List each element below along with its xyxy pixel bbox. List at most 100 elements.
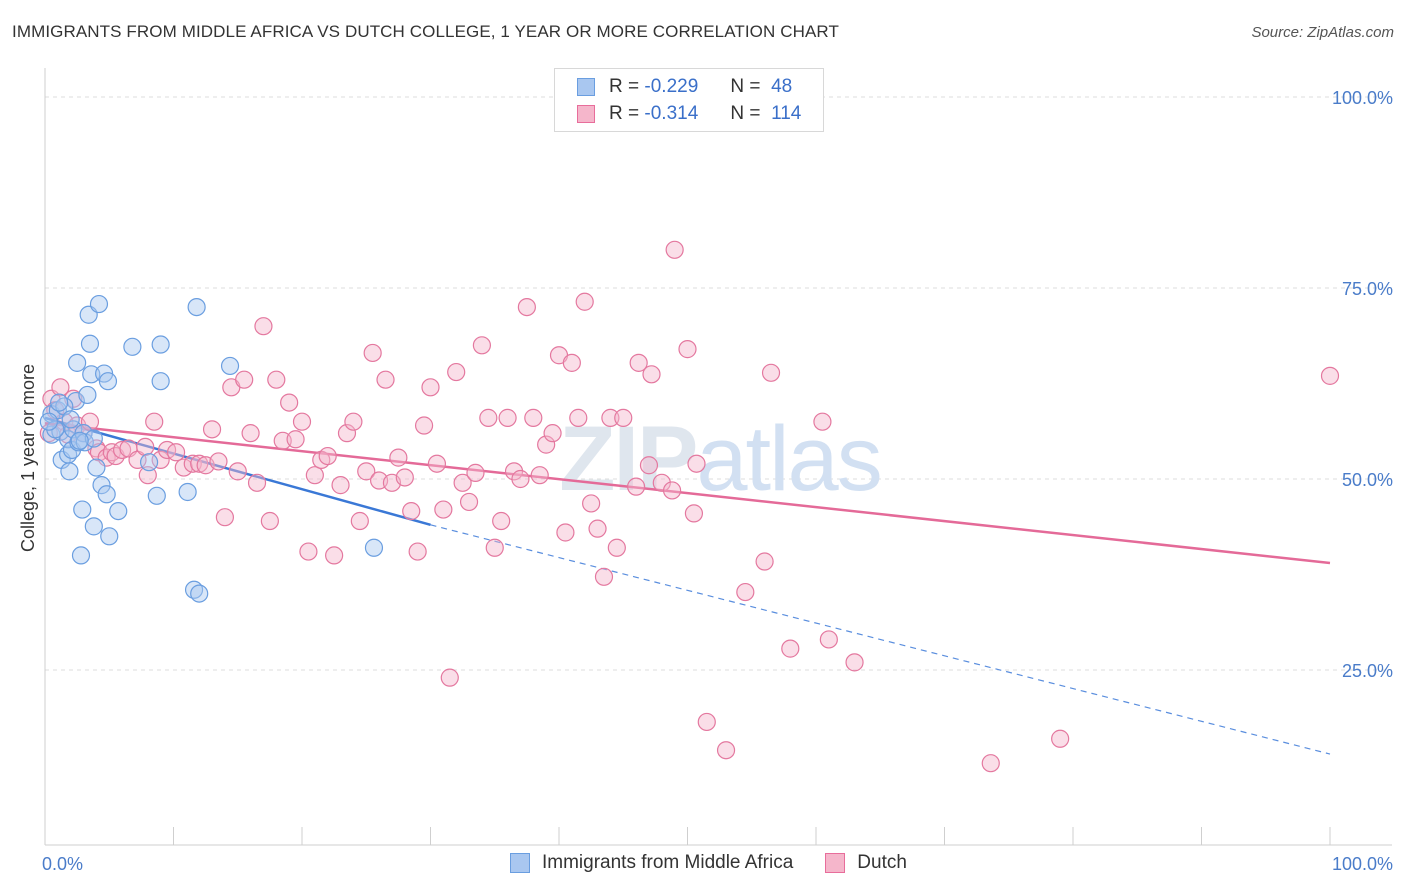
middle-africa-point: [80, 334, 100, 353]
dutch-point: [280, 393, 299, 412]
axes: [44, 68, 1392, 846]
dutch-point: [517, 298, 536, 317]
dutch-point: [151, 450, 170, 469]
dutch-point: [376, 370, 395, 389]
legend-row-middle-africa: R = -0.229 N = 48: [577, 75, 792, 99]
dutch-point: [209, 452, 228, 471]
r-value: -0.314: [644, 103, 699, 124]
dutch-point: [601, 408, 620, 427]
middle-africa-point: [68, 353, 87, 372]
middle-africa-point: [151, 372, 170, 391]
n-value: 48: [771, 76, 793, 97]
dutch-point: [492, 511, 511, 531]
dutch-point: [813, 412, 832, 431]
dutch-point: [479, 408, 498, 427]
dutch-point: [755, 552, 774, 571]
middle-africa-point: [100, 527, 119, 546]
dutch-point: [781, 639, 800, 658]
dutch-point: [511, 469, 530, 489]
dutch-point: [1051, 729, 1070, 748]
dutch-point: [51, 378, 70, 397]
dutch-point: [427, 454, 447, 473]
x-tick-label: 0.0%: [42, 854, 83, 874]
correlation-legend: R = -0.229 N = 48 R = -0.314 N = 114: [554, 68, 824, 132]
dutch-point: [136, 437, 155, 457]
dutch-point: [504, 462, 524, 481]
dutch-point: [434, 500, 453, 519]
dutch-point: [166, 443, 186, 462]
dutch-point: [112, 440, 132, 460]
dutch-point: [260, 511, 279, 531]
dutch-point: [543, 424, 562, 443]
dutch-point: [761, 363, 781, 382]
legend-item-middle-africa: Immigrants from Middle Africa: [510, 852, 793, 874]
dutch-point: [402, 501, 421, 521]
middle-africa-point: [190, 584, 209, 603]
chart-source: Source: ZipAtlas.com: [1251, 24, 1394, 41]
dutch-point: [981, 754, 1000, 773]
chart-title: IMMIGRANTS FROM MIDDLE AFRICA VS DUTCH C…: [12, 22, 839, 41]
dutch-point: [145, 412, 164, 431]
dutch-point: [594, 567, 614, 586]
dutch-point: [357, 462, 376, 481]
n-label: N =: [730, 103, 761, 124]
middle-africa-point: [70, 431, 89, 450]
dutch-point: [472, 336, 491, 355]
middle-africa-point: [78, 385, 97, 405]
middle-africa-point: [60, 462, 79, 481]
middle-africa-point: [71, 546, 91, 565]
pink-swatch: [577, 105, 595, 123]
middle-africa-point: [89, 294, 109, 314]
dutch-point: [588, 519, 607, 538]
dutch-point: [325, 546, 344, 565]
dutch-point: [569, 408, 588, 427]
dutch-point: [662, 481, 682, 500]
dutch-point: [453, 473, 472, 492]
dutch-point: [235, 370, 254, 389]
middle-africa-point: [39, 412, 58, 431]
dutch-point: [485, 538, 504, 557]
dutch-point: [202, 420, 222, 439]
middle-africa-trend-line: [44, 416, 431, 527]
n-label: N =: [730, 76, 761, 97]
watermark: ZIPatlas: [559, 408, 880, 510]
trend-lines: [44, 416, 1331, 755]
dutch-point: [292, 412, 312, 431]
dutch-point: [537, 435, 556, 454]
dutch-point: [408, 542, 427, 561]
dutch-point: [337, 424, 357, 443]
middle-africa-point: [364, 538, 384, 557]
dutch-point: [639, 456, 659, 475]
blue-swatch: [577, 78, 595, 96]
dutch-point: [447, 362, 466, 382]
dutch-point: [174, 458, 193, 477]
dutch-trend-line: [44, 421, 1331, 565]
dutch-point: [363, 343, 382, 363]
legend-label: Immigrants from Middle Africa: [542, 852, 794, 873]
dutch-point: [344, 412, 363, 431]
dutch-point: [241, 424, 260, 443]
legend-row-dutch: R = -0.314 N = 114: [577, 102, 801, 126]
dutch-point: [678, 340, 697, 359]
dutch-point: [575, 292, 594, 311]
dutch-point: [350, 511, 369, 531]
dutch-point: [215, 508, 234, 527]
dutch-point: [247, 473, 267, 492]
middle-africa-point: [61, 410, 80, 429]
y-tick-label: 75.0%: [1342, 279, 1393, 299]
middle-africa-points: [39, 294, 384, 603]
dutch-point: [614, 408, 633, 427]
dutch-point: [562, 353, 581, 372]
dutch-point: [331, 476, 350, 495]
dutch-point: [389, 448, 408, 467]
legend-label: Dutch: [857, 852, 907, 873]
r-value: -0.229: [644, 76, 699, 97]
middle-africa-point: [84, 517, 103, 536]
middle-africa-point: [92, 476, 111, 495]
dutch-point: [845, 653, 864, 672]
middle-africa-point: [97, 485, 116, 504]
middle-africa-point: [73, 500, 92, 519]
dutch-point: [440, 668, 459, 687]
dutch-point: [556, 523, 575, 542]
